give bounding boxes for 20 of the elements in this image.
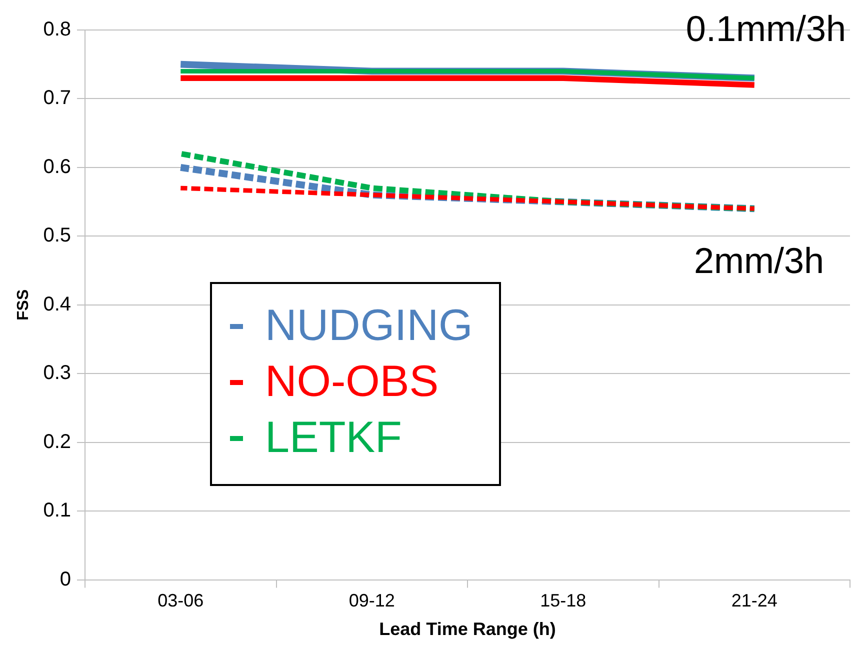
y-tick-label: 0 xyxy=(60,568,72,590)
x-tick-label: 15-18 xyxy=(540,590,586,611)
y-tick-label: 0.8 xyxy=(43,18,72,41)
x-tick-label: 21-24 xyxy=(731,590,778,611)
x-tick-label: 09-12 xyxy=(348,590,395,611)
y-tick-label: 0.5 xyxy=(43,224,72,247)
y-tick-label: 0.1 xyxy=(43,500,72,522)
x-axis-title: Lead Time Range (h) xyxy=(379,619,556,640)
legend-label: NUDGING xyxy=(265,300,473,352)
x-tick-label: 03-06 xyxy=(158,590,204,611)
y-tick-label: 0.3 xyxy=(43,362,72,384)
y-axis-title: FSS xyxy=(15,289,32,320)
y-tick-label: 0.4 xyxy=(43,293,72,316)
y-tick-label: 0.7 xyxy=(43,87,72,110)
legend-label: LETKF xyxy=(265,412,402,464)
annotation: 0.1mm/3h xyxy=(686,8,846,50)
y-tick-label: 0.2 xyxy=(43,430,72,453)
annotation: 2mm/3h xyxy=(694,240,824,282)
y-tick-label: 0.6 xyxy=(43,156,72,178)
legend-label: NO-OBS xyxy=(265,356,439,408)
